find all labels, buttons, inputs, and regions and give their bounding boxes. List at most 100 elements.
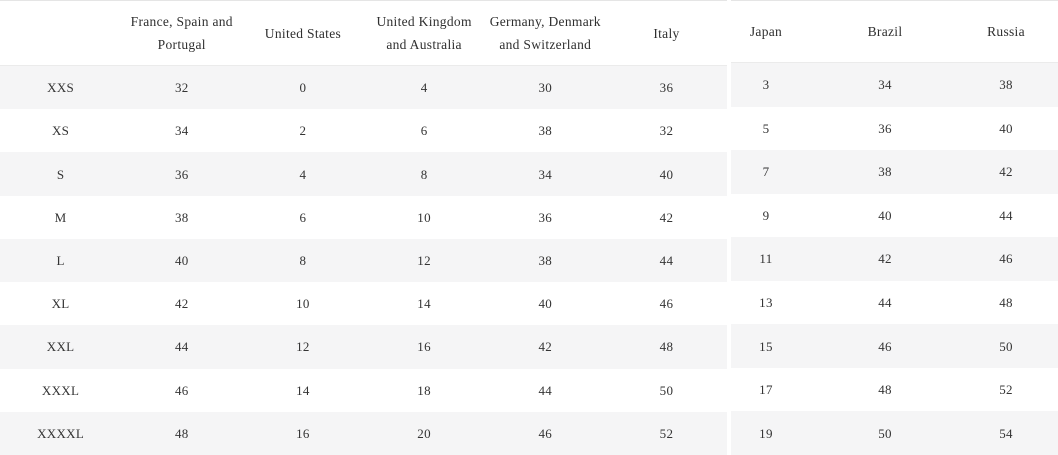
table-cell: 0 bbox=[299, 80, 307, 96]
table-row: S 36 4 8 34 40 bbox=[0, 152, 727, 196]
table-cell: 38 bbox=[999, 77, 1013, 93]
table-cell: 42 bbox=[878, 251, 892, 267]
column-header: France, Spain and Portugal bbox=[130, 14, 233, 52]
table-cell: 30 bbox=[538, 80, 553, 96]
table-cell: 34 bbox=[878, 77, 892, 93]
table-cell: 50 bbox=[878, 425, 892, 441]
table-cell: 19 bbox=[759, 425, 773, 441]
table-row: 7 38 42 bbox=[731, 150, 1058, 194]
size-label: XXL bbox=[46, 339, 75, 355]
column-header: Russia bbox=[987, 24, 1025, 39]
table-cell: 18 bbox=[417, 382, 431, 398]
table-row: XXXL 46 14 18 44 50 bbox=[0, 369, 727, 412]
table-row: 9 40 44 bbox=[731, 194, 1058, 238]
table-cell: 40 bbox=[659, 166, 674, 182]
table-row: 13 44 48 bbox=[731, 281, 1058, 325]
table-cell: 44 bbox=[538, 382, 553, 398]
table-cell: 8 bbox=[420, 166, 428, 182]
table-cell: 36 bbox=[538, 209, 553, 225]
table-cell: 44 bbox=[174, 339, 189, 355]
size-label: M bbox=[54, 209, 67, 225]
table-body: 3 34 38 5 36 40 7 38 42 9 40 44 11 42 46 13 44 48 15 46 50 17… bbox=[731, 63, 1058, 455]
size-table-left-panel: France, Spain and Portugal United States U… bbox=[0, 0, 727, 455]
table-cell: 48 bbox=[174, 425, 189, 441]
table-cell: 3 bbox=[762, 77, 770, 93]
table-cell: 54 bbox=[999, 425, 1013, 441]
column-header: United Kingdom and Australia bbox=[376, 14, 472, 52]
table-body: XXS 32 0 4 30 36 XS 34 2 6 38 32 S 36 4 8 34 40 M 38 6 10 36 42… bbox=[0, 66, 727, 455]
table-cell: 9 bbox=[762, 207, 770, 223]
table-cell: 5 bbox=[762, 120, 770, 136]
table-cell: 42 bbox=[999, 164, 1013, 180]
table-cell: 48 bbox=[659, 339, 674, 355]
table-cell: 13 bbox=[759, 295, 773, 310]
table-row: M 38 6 10 36 42 bbox=[0, 196, 727, 239]
table-cell: 6 bbox=[420, 123, 428, 139]
table-cell: 12 bbox=[417, 252, 431, 268]
table-cell: 52 bbox=[659, 425, 674, 441]
table-cell: 40 bbox=[999, 120, 1013, 136]
column-header: Italy bbox=[653, 25, 680, 41]
size-label: XS bbox=[51, 123, 70, 139]
table-row: XL 42 10 14 40 46 bbox=[0, 282, 727, 325]
table-cell: 16 bbox=[417, 339, 431, 355]
table-cell: 16 bbox=[296, 425, 310, 441]
table-cell: 11 bbox=[759, 251, 773, 267]
table-cell: 20 bbox=[417, 425, 431, 441]
table-cell: 44 bbox=[659, 252, 674, 268]
table-cell: 38 bbox=[538, 252, 553, 268]
table-cell: 46 bbox=[878, 338, 892, 354]
table-row: 19 50 54 bbox=[731, 411, 1058, 455]
column-header: United States bbox=[264, 25, 342, 41]
table-cell: 10 bbox=[296, 296, 310, 312]
table-cell: 12 bbox=[296, 339, 310, 355]
table-cell: 46 bbox=[999, 251, 1013, 267]
table-cell: 14 bbox=[417, 296, 431, 312]
table-row: XS 34 2 6 38 32 bbox=[0, 109, 727, 152]
size-label: XL bbox=[51, 296, 70, 312]
table-cell: 32 bbox=[659, 123, 674, 139]
size-label: S bbox=[56, 166, 65, 182]
table-cell: 42 bbox=[538, 339, 553, 355]
table-cell: 48 bbox=[878, 382, 892, 398]
table-row: 3 34 38 bbox=[731, 63, 1058, 107]
table-cell: 46 bbox=[659, 296, 674, 312]
size-label: XXS bbox=[47, 80, 75, 96]
table-row: 15 46 50 bbox=[731, 324, 1058, 368]
table-cell: 10 bbox=[417, 209, 431, 225]
table-cell: 42 bbox=[659, 209, 674, 225]
table-cell: 32 bbox=[174, 80, 189, 96]
table-cell: 38 bbox=[538, 123, 553, 139]
table-cell: 38 bbox=[878, 164, 892, 180]
table-row: L 40 8 12 38 44 bbox=[0, 238, 727, 283]
table-row: XXL 44 12 16 42 48 bbox=[0, 325, 727, 369]
table-cell: 50 bbox=[659, 382, 674, 398]
table-cell: 38 bbox=[174, 209, 189, 225]
table-cell: 6 bbox=[299, 209, 307, 225]
table-cell: 14 bbox=[296, 382, 310, 398]
table-cell: 34 bbox=[538, 166, 553, 182]
table-cell: 4 bbox=[420, 80, 428, 96]
table-row: XXXXL 48 16 20 46 52 bbox=[0, 411, 727, 455]
size-label: L bbox=[56, 252, 65, 268]
column-header: Japan bbox=[749, 24, 783, 39]
table-cell: 4 bbox=[299, 166, 307, 182]
size-table-right-panel: Japan Brazil Russia 3 34 38 5 36 40 7 38 42 9 40 44 11… bbox=[731, 0, 1058, 455]
table-row: 5 36 40 bbox=[731, 107, 1058, 151]
size-label: XXXXL bbox=[37, 425, 85, 441]
size-label: XXXL bbox=[41, 382, 80, 398]
column-header: Brazil bbox=[867, 24, 903, 39]
table-cell: 34 bbox=[174, 123, 189, 139]
table-cell: 44 bbox=[999, 207, 1013, 223]
table-cell: 15 bbox=[759, 338, 773, 354]
table-header-row: Japan Brazil Russia bbox=[731, 0, 1058, 63]
table-cell: 2 bbox=[299, 123, 307, 139]
table-cell: 52 bbox=[999, 382, 1013, 398]
table-cell: 50 bbox=[999, 338, 1013, 354]
table-cell: 44 bbox=[878, 295, 892, 310]
table-cell: 46 bbox=[538, 425, 553, 441]
table-header-row: France, Spain and Portugal United States U… bbox=[0, 0, 727, 66]
table-cell: 17 bbox=[759, 382, 773, 398]
table-cell: 42 bbox=[174, 296, 189, 312]
